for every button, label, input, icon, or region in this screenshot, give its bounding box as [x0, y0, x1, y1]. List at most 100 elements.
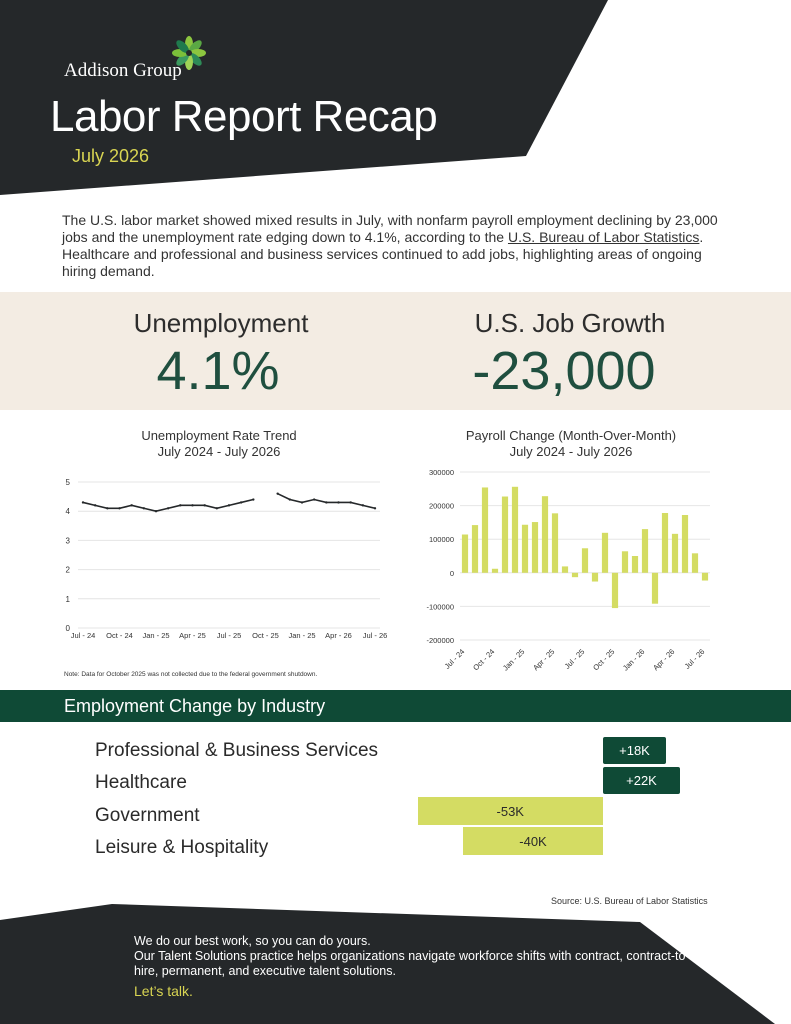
bar-chart-title: Payroll Change (Month-Over-Month): [465, 428, 677, 443]
bar: [491, 568, 499, 573]
unemployment-label: Unemployment: [133, 308, 309, 338]
bar: [591, 572, 599, 582]
y-tick-label: 100000: [429, 535, 454, 544]
bar: [661, 512, 669, 573]
data-point: [373, 507, 377, 510]
footer-text: We do our best work, so you can do yours…: [134, 934, 694, 979]
x-tick-label: Apr - 25: [531, 647, 556, 672]
x-tick-label: Jul - 25: [563, 647, 587, 671]
data-point: [239, 501, 243, 504]
industry-label: Government: [95, 805, 200, 826]
y-tick-label: -100000: [426, 602, 454, 611]
y-tick-label: 200000: [429, 502, 454, 511]
industry-bar: -40K: [463, 827, 603, 855]
source-note: Source: U.S. Bureau of Labor Statistics: [551, 896, 708, 906]
bar: [541, 496, 549, 573]
bar-chart-subtitle: July 2024 - July 2026: [509, 444, 633, 459]
data-point: [325, 501, 328, 504]
industry-label: Professional & Business Services: [95, 740, 379, 761]
data-point: [288, 498, 292, 501]
y-tick-label: 1: [66, 595, 71, 604]
x-tick-label: Apr - 26: [325, 631, 352, 640]
data-point: [154, 510, 158, 513]
job-growth-value: -23,000: [472, 341, 656, 401]
intro-text-start: The U.S. labor market showed mixed resul…: [62, 212, 718, 245]
industry-bar-label: -40K: [519, 833, 547, 849]
data-point: [312, 498, 316, 501]
data-point: [191, 504, 194, 507]
bar: [651, 572, 659, 604]
data-point: [349, 501, 352, 504]
bar: [461, 534, 469, 573]
bar: [631, 556, 639, 573]
bls-link[interactable]: U.S. Bureau of Labor Statistics: [507, 229, 700, 245]
data-point: [142, 507, 146, 510]
series-line: [277, 492, 376, 510]
bar: [641, 529, 649, 573]
bar: [691, 553, 699, 573]
bar: [521, 524, 529, 573]
unemployment-value: 4.1%: [156, 341, 280, 401]
footer-line-1: We do our best work, so you can do yours…: [134, 934, 371, 948]
bar: [601, 532, 609, 573]
data-point: [118, 507, 121, 510]
line-chart-subtitle: July 2024 - July 2026: [157, 444, 281, 459]
data-point: [300, 501, 304, 504]
data-point: [227, 504, 231, 507]
x-tick-label: Oct - 25: [591, 647, 616, 672]
x-tick-label: Jan - 25: [142, 631, 169, 640]
bar: [511, 486, 519, 573]
leaf-flower-icon: [172, 36, 206, 70]
bar: [621, 551, 629, 573]
data-point: [337, 501, 340, 504]
x-tick-label: Jan - 26: [621, 647, 647, 673]
data-point: [276, 492, 279, 495]
bar: [571, 572, 579, 578]
data-point: [81, 501, 85, 504]
industry-bar: -53K: [417, 797, 603, 825]
payroll-bar-chart: -200000 -100000 0 100000 200000 300000 Jul - 2…: [426, 468, 710, 673]
x-tick-label: Jul - 25: [217, 631, 242, 640]
industry-bar-label: +18K: [619, 743, 650, 758]
lets-talk-link[interactable]: Let’s talk.: [134, 983, 193, 999]
bar: [481, 487, 489, 573]
bar-chart-title-block: Payroll Change (Month-Over-Month) July 2…: [440, 428, 702, 460]
data-point: [361, 504, 365, 507]
data-point: [130, 504, 133, 507]
x-tick-label: Jul - 26: [683, 647, 707, 671]
bar: [561, 566, 569, 573]
bar: [581, 548, 589, 573]
x-tick-label: Jul - 24: [71, 631, 96, 640]
y-tick-label: 4: [66, 507, 71, 516]
line-chart-title: Unemployment Rate Trend: [141, 428, 297, 443]
data-point: [203, 504, 206, 507]
data-point: [166, 507, 170, 510]
bar: [611, 572, 619, 609]
x-tick-label: Oct - 24: [106, 631, 133, 640]
bar: [501, 496, 509, 573]
x-tick-label: Oct - 24: [471, 647, 496, 672]
y-tick-label: 0: [66, 624, 71, 633]
footer-background: [0, 904, 775, 1024]
footer-line-2: Our Talent Solutions practice helps orga…: [134, 949, 690, 978]
unemployment-line-chart: 0 1 2 3 4 5 Jul - 24 Oct - 24 Jan - 25 Apr - 25 Ju…: [66, 478, 388, 640]
industry-bar-label: +22K: [626, 773, 657, 788]
x-tick-label: Jul - 26: [363, 631, 388, 640]
chart-note: Note: Data for October 2025 was not coll…: [64, 671, 318, 678]
data-point: [179, 504, 182, 507]
bar: [471, 525, 479, 573]
x-tick-label: Apr - 26: [651, 647, 676, 672]
bar: [681, 515, 689, 573]
y-tick-label: 2: [66, 566, 71, 575]
stats-band: [0, 292, 791, 410]
data-point: [93, 504, 97, 507]
bar: [671, 533, 679, 573]
y-tick-label: 300000: [429, 468, 454, 477]
y-tick-label: -200000: [426, 636, 454, 645]
x-tick-label: Jul - 24: [443, 647, 467, 671]
y-tick-label: 5: [66, 478, 71, 487]
industry-bar-label: -53K: [496, 803, 524, 819]
line-chart-title-block: Unemployment Rate Trend July 2024 - July…: [99, 428, 339, 460]
y-tick-label: 0: [450, 569, 454, 578]
industry-band: [0, 690, 791, 722]
